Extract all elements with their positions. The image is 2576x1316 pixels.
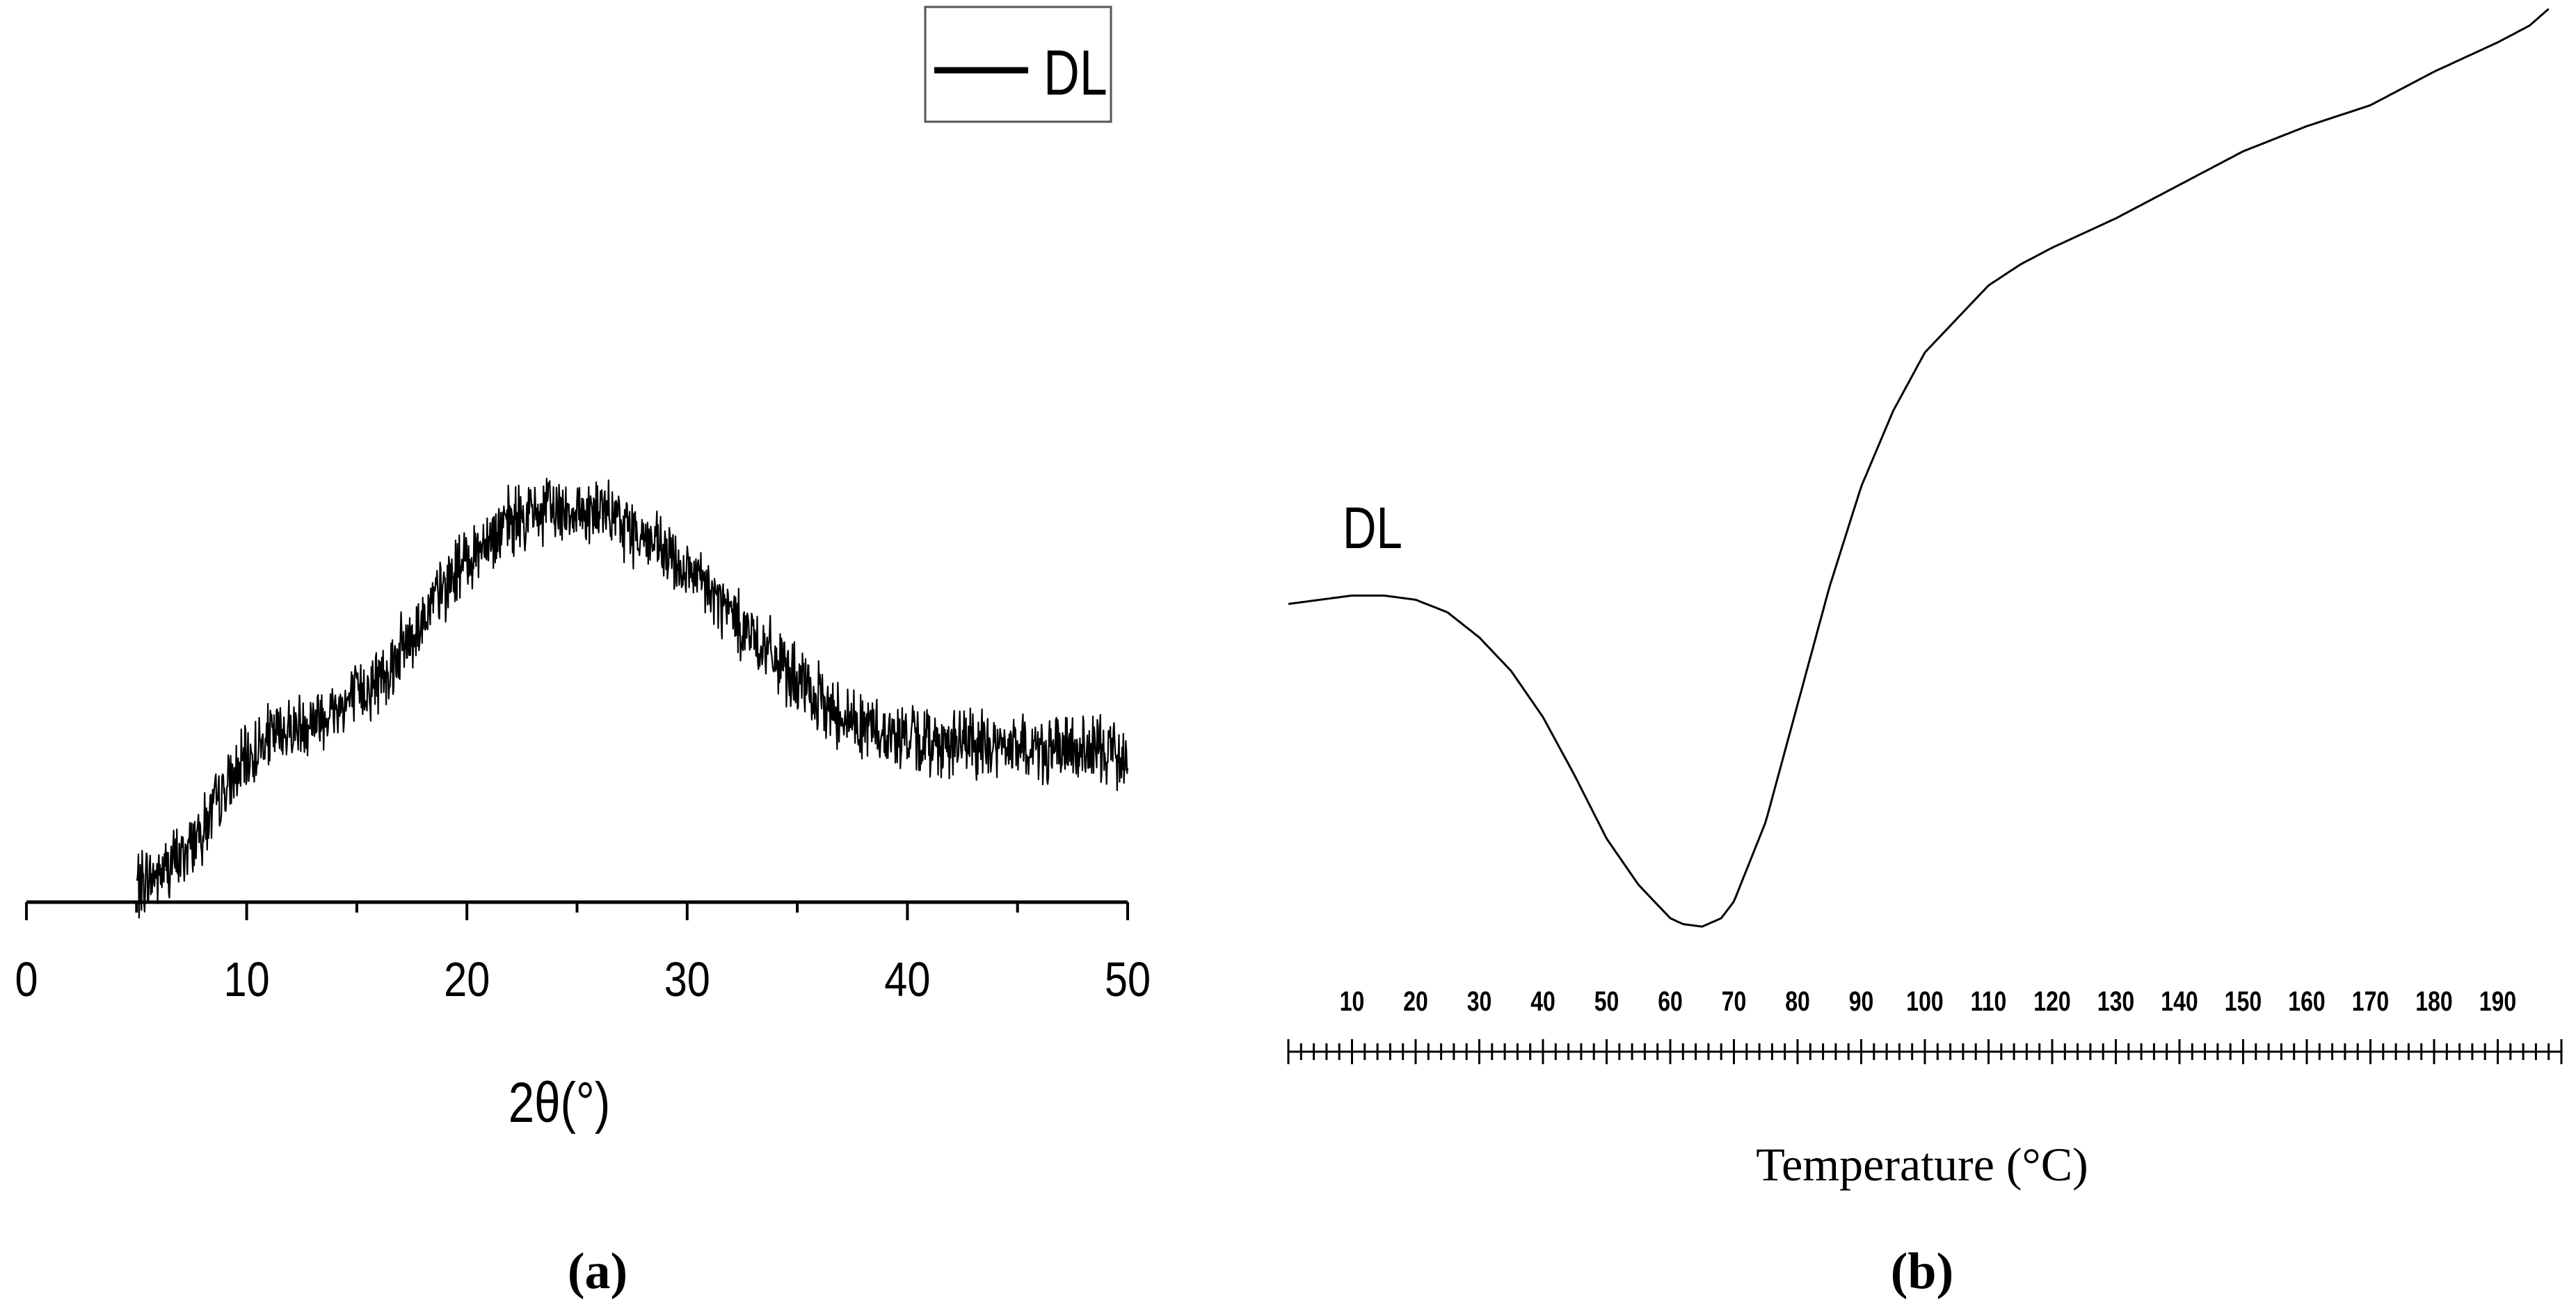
- panel-label-a: (a): [568, 1243, 627, 1300]
- dsc-x-tick-label: 120: [2033, 986, 2070, 1017]
- dsc-x-tick-label: 190: [2479, 986, 2516, 1017]
- dsc-x-tick-label: 100: [1906, 986, 1943, 1017]
- dsc-x-tick-label: 20: [1403, 986, 1428, 1017]
- dsc-x-tick-label: 10: [1340, 986, 1365, 1017]
- dsc-x-tick-label: 70: [1722, 986, 1747, 1017]
- xrd-series-dl: [136, 477, 1129, 919]
- xrd-x-tick-label: 10: [224, 952, 270, 1006]
- dsc-x-tick-label: 50: [1594, 986, 1619, 1017]
- dsc-x-tick-label: 170: [2352, 986, 2389, 1017]
- xrd-x-tick-label: 0: [15, 952, 38, 1006]
- dsc-x-tick-label: 140: [2161, 986, 2198, 1017]
- dsc-x-tick-label: 80: [1785, 986, 1810, 1017]
- xrd-x-tick-label: 50: [1105, 952, 1151, 1006]
- panel-label-b: (b): [1891, 1243, 1953, 1300]
- dsc-x-axis-label: Temperature (°C): [1756, 1138, 2088, 1191]
- xrd-x-tick-label: 30: [664, 952, 710, 1006]
- xrd-x-ticks: 0 10 20 30 40 50: [15, 902, 1151, 1006]
- xrd-chart: 0 10 20 30 40 50 2θ(°) DL (a): [15, 6, 1151, 1300]
- legend-box: [924, 6, 1112, 123]
- dsc-x-tick-label: 90: [1849, 986, 1874, 1017]
- dsc-chart: DL 10 20 30 40 50 60 70 80 90 100 110 120 130 140 150 1…: [1287, 8, 2563, 1300]
- dsc-series-dl: [1288, 8, 2550, 928]
- dsc-x-tick-label: 110: [1971, 986, 2007, 1017]
- xrd-x-tick-label: 40: [884, 952, 930, 1006]
- dsc-x-tick-label: 30: [1467, 986, 1492, 1017]
- dsc-x-tick-label: 180: [2415, 986, 2452, 1017]
- dsc-x-tick-labels: 10 20 30 40 50 60 70 80 90 100 110 120 130 140 150 160 1…: [1340, 986, 2516, 1017]
- dsc-curve-annotation-dl: DL: [1343, 496, 1402, 561]
- xrd-legend[interactable]: DL: [924, 6, 1112, 123]
- xrd-x-axis-label: 2θ(°): [509, 1070, 610, 1134]
- dsc-x-tick-label: 40: [1530, 986, 1555, 1017]
- legend-entry-dl: DL: [1043, 37, 1107, 109]
- dsc-x-tick-label: 160: [2288, 986, 2325, 1017]
- dsc-x-ticks: [1287, 1039, 2563, 1064]
- dsc-series-group: [1288, 8, 2550, 928]
- dsc-x-tick-label: 130: [2097, 986, 2134, 1017]
- xrd-series-group: [136, 477, 1129, 919]
- xrd-x-tick-label: 20: [444, 952, 490, 1006]
- dsc-x-tick-label: 150: [2225, 986, 2262, 1017]
- dsc-x-tick-label: 60: [1658, 986, 1683, 1017]
